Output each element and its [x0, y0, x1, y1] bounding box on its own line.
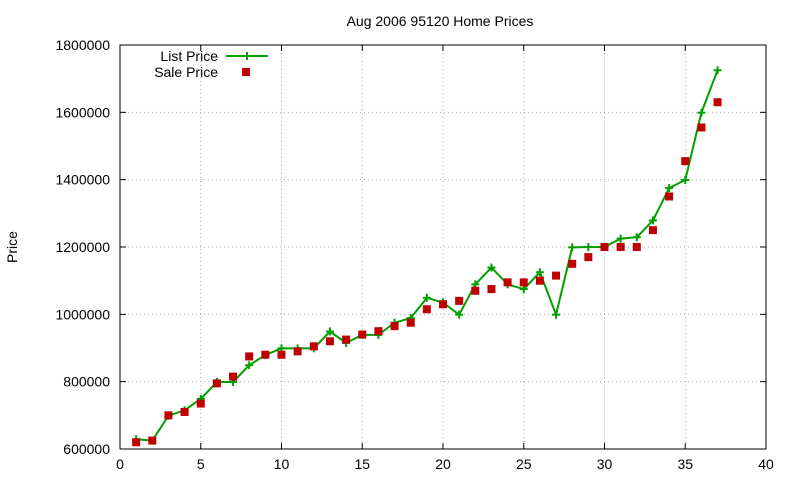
x-tick-label: 35 — [677, 456, 693, 472]
sale-price-point — [390, 322, 399, 331]
sale-price-point — [245, 352, 254, 361]
x-tick-label: 10 — [274, 456, 290, 472]
sale-price-point — [277, 350, 286, 359]
x-tick-label: 20 — [435, 456, 451, 472]
x-tick-label: 5 — [197, 456, 205, 472]
sale-price-point — [293, 347, 302, 356]
series-line-list-price — [136, 69, 719, 442]
legend-label-list-price: List Price — [160, 48, 218, 64]
list-price-point — [552, 310, 561, 319]
x-tick-label: 15 — [354, 456, 370, 472]
series-layer — [132, 66, 722, 447]
list-price-point — [535, 268, 544, 277]
sale-price-point — [584, 253, 593, 262]
list-price-point — [325, 327, 334, 336]
list-price-point — [422, 293, 431, 302]
sale-price-point — [406, 318, 415, 327]
list-price-point — [519, 285, 528, 294]
axis-ticks: 0 5 10 15 20 25 30 35 40 600000 800000 1000000 12000… — [55, 37, 774, 472]
plot-frame — [119, 44, 767, 450]
sale-price-point — [422, 305, 431, 314]
legend-swatch-list-price — [226, 52, 268, 60]
sale-price-point — [648, 226, 657, 235]
list-price-point — [632, 233, 641, 242]
sale-price-point — [713, 98, 722, 107]
list-price-point — [665, 184, 674, 193]
x-tick-label: 25 — [516, 456, 532, 472]
sale-price-point — [471, 286, 480, 295]
sale-price-point — [568, 259, 577, 268]
y-tick-label: 1200000 — [55, 239, 110, 255]
sale-price-point — [374, 327, 383, 336]
sale-price-point — [632, 243, 641, 251]
y-tick-label: 800000 — [63, 374, 110, 390]
sale-price-point — [342, 335, 351, 344]
legend-marker-list-price — [243, 52, 251, 60]
list-price-point — [584, 243, 593, 251]
sale-price-point — [665, 192, 674, 201]
sale-price-point — [552, 271, 561, 280]
grid — [120, 45, 766, 449]
list-price-point — [616, 234, 625, 243]
x-tick-label: 30 — [597, 456, 613, 472]
y-tick-label: 1400000 — [55, 172, 110, 188]
sale-price-point — [600, 243, 609, 251]
y-tick-label: 1600000 — [55, 104, 110, 120]
sale-price-point — [616, 243, 625, 251]
sale-price-point — [164, 411, 173, 420]
sale-price-point — [358, 330, 367, 339]
legend-label-sale-price: Sale Price — [154, 64, 218, 80]
chart-title: Aug 2006 95120 Home Prices — [347, 13, 534, 29]
legend: List Price Sale Price — [154, 48, 268, 80]
sale-price-point — [148, 436, 157, 445]
sale-price-point — [439, 300, 447, 309]
list-price-point — [713, 66, 722, 75]
sale-price-point — [503, 278, 512, 287]
legend-swatch-sale-price — [242, 68, 250, 76]
sale-price-point — [132, 438, 141, 447]
sale-price-point — [309, 342, 318, 351]
list-price-point — [245, 361, 254, 370]
list-price-point — [697, 108, 706, 117]
list-price-point — [455, 310, 464, 319]
x-tick-label: 0 — [116, 456, 124, 472]
legend-marker-sale-price — [242, 68, 250, 76]
sale-price-point — [180, 407, 189, 416]
sale-price-point — [196, 399, 205, 408]
y-axis-label: Price — [4, 231, 20, 263]
sale-price-point — [535, 276, 544, 285]
sale-price-point — [681, 157, 690, 166]
sale-price-point — [487, 285, 496, 294]
list-price-point — [648, 216, 657, 225]
y-tick-label: 1800000 — [55, 37, 110, 53]
sale-price-point — [229, 372, 238, 381]
sale-price-point — [212, 379, 221, 388]
sale-price-point — [325, 337, 334, 346]
y-tick-label: 1000000 — [55, 306, 110, 322]
sale-price-point — [455, 296, 464, 305]
sale-price-point — [519, 278, 528, 287]
list-price-point — [487, 263, 496, 272]
sale-price-point — [697, 123, 706, 132]
list-price-point — [568, 243, 577, 252]
sale-price-point — [261, 350, 270, 359]
list-price-point — [681, 176, 690, 185]
y-tick-label: 600000 — [63, 441, 110, 457]
x-tick-label: 40 — [758, 456, 774, 472]
